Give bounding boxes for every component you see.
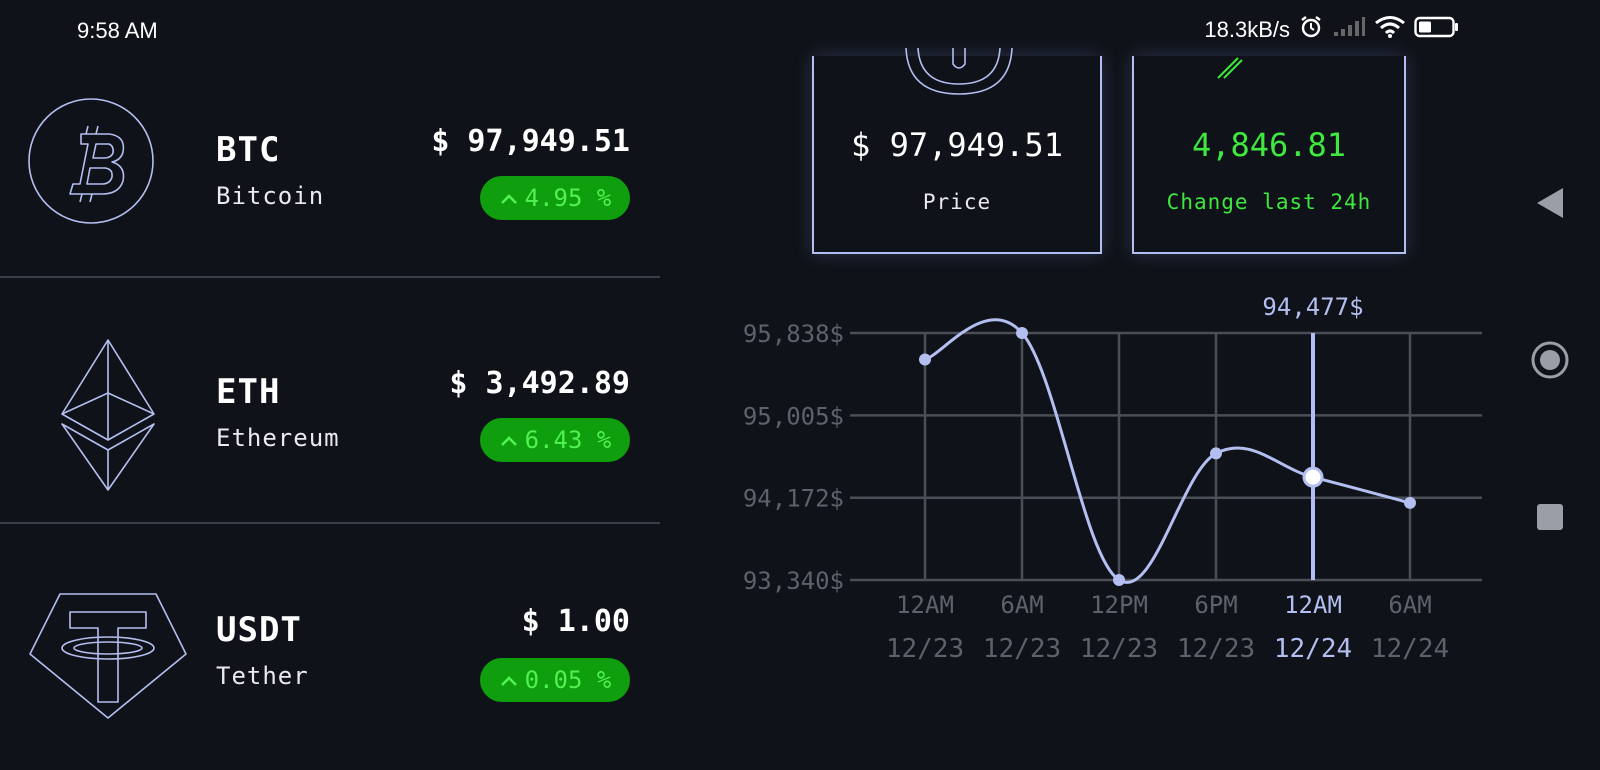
battery-icon — [1414, 16, 1460, 44]
y-tick-label: 95,838$ — [743, 320, 844, 348]
status-bar: 9:58 AM 18.3kB/s — [0, 0, 1600, 62]
x-tick-label-date: 12/24 — [1274, 634, 1352, 664]
coin-emblem-icon — [904, 46, 1014, 100]
alarm-icon — [1298, 14, 1324, 46]
x-tick-label-date: 12/23 — [983, 634, 1061, 664]
change-24h-label: Change last 24h — [1166, 190, 1372, 214]
change-value: 0.05 % — [524, 666, 612, 694]
coin-row-eth[interactable]: ETH Ethereum $ 3,492.89 6.43 % — [0, 278, 660, 524]
x-tick-label-time: 6AM — [1000, 591, 1043, 619]
data-point — [919, 353, 931, 366]
change-24h-value: 4,846.81 — [1191, 126, 1347, 164]
x-tick-label-date: 12/23 — [1080, 634, 1158, 664]
x-tick-label-time: 12AM — [1284, 591, 1342, 619]
price-card: $ 97,949.51 Price — [812, 47, 1102, 254]
status-time: 9:58 AM — [77, 18, 158, 43]
y-tick-label: 94,172$ — [743, 485, 844, 513]
data-point — [1404, 496, 1416, 509]
coin-name: Bitcoin — [216, 182, 325, 210]
coin-symbol: ETH — [216, 372, 281, 412]
coin-symbol: USDT — [216, 610, 302, 650]
x-tick-label-date: 12/24 — [1371, 634, 1449, 664]
signal-icon — [1332, 16, 1366, 44]
back-button[interactable] — [1500, 186, 1600, 220]
wifi-icon — [1374, 15, 1406, 45]
data-point — [1113, 574, 1125, 586]
x-tick-label-time: 6AM — [1388, 591, 1431, 619]
x-tick-label-date: 12/23 — [886, 634, 964, 664]
x-tick-label-time: 12AM — [896, 591, 954, 619]
coin-price: $ 3,492.89 — [449, 366, 630, 401]
change-value: 6.43 % — [524, 426, 612, 454]
coin-name: Ethereum — [216, 424, 340, 452]
arrow-up-icon — [499, 184, 519, 212]
x-tick-label-date: 12/23 — [1177, 634, 1255, 664]
selected-data-point — [1302, 466, 1324, 488]
coin-name: Tether — [216, 662, 309, 690]
change-value: 4.95 % — [524, 184, 612, 212]
data-point — [1210, 447, 1222, 460]
recents-button[interactable] — [1500, 502, 1600, 532]
change-card: 4,846.81 Change last 24h — [1132, 56, 1406, 254]
home-circle-icon — [1531, 341, 1569, 379]
price-value: $ 97,949.51 — [851, 126, 1063, 164]
coin-price: $ 1.00 — [521, 604, 630, 639]
tether-logo-icon — [28, 592, 188, 724]
coin-symbol: BTC — [216, 130, 281, 170]
arrow-up-icon — [499, 426, 519, 454]
price-series-line — [924, 318, 1411, 584]
status-indicators: 18.3kB/s — [1204, 14, 1460, 46]
change-badge: 0.05 % — [480, 658, 630, 702]
network-speed: 18.3kB/s — [1204, 17, 1290, 42]
data-point — [1016, 327, 1028, 339]
change-badge: 4.95 % — [480, 176, 630, 220]
bitcoin-logo-icon — [26, 96, 156, 230]
coin-row-usdt[interactable]: USDT Tether $ 1.00 0.05 % — [0, 524, 660, 770]
coin-row-btc[interactable]: BTC Bitcoin $ 97,949.51 4.95 % — [0, 62, 660, 308]
coin-price: $ 97,949.51 — [431, 124, 630, 159]
y-tick-label: 95,005$ — [743, 402, 844, 430]
y-tick-label: 93,340$ — [743, 567, 844, 595]
ethereum-logo-icon — [58, 338, 158, 502]
back-triangle-icon — [1537, 188, 1563, 218]
system-nav-bar — [1500, 0, 1600, 720]
list-divider — [0, 522, 660, 524]
x-tick-label-time: 12PM — [1090, 591, 1148, 619]
change-badge: 6.43 % — [480, 418, 630, 462]
trend-arrow-icon — [1216, 56, 1246, 84]
list-divider — [0, 276, 660, 278]
price-line-chart[interactable]: 95,838$ 95,005$ 94,172$ 93,340$ 94,477$ 12AM 1… — [730, 285, 1490, 685]
selected-value-label: 94,477$ — [1262, 293, 1363, 321]
home-button[interactable] — [1500, 340, 1600, 380]
arrow-up-icon — [499, 666, 519, 694]
price-label: Price — [922, 190, 992, 214]
recents-square-icon — [1537, 504, 1563, 530]
x-tick-label-time: 6PM — [1194, 591, 1237, 619]
